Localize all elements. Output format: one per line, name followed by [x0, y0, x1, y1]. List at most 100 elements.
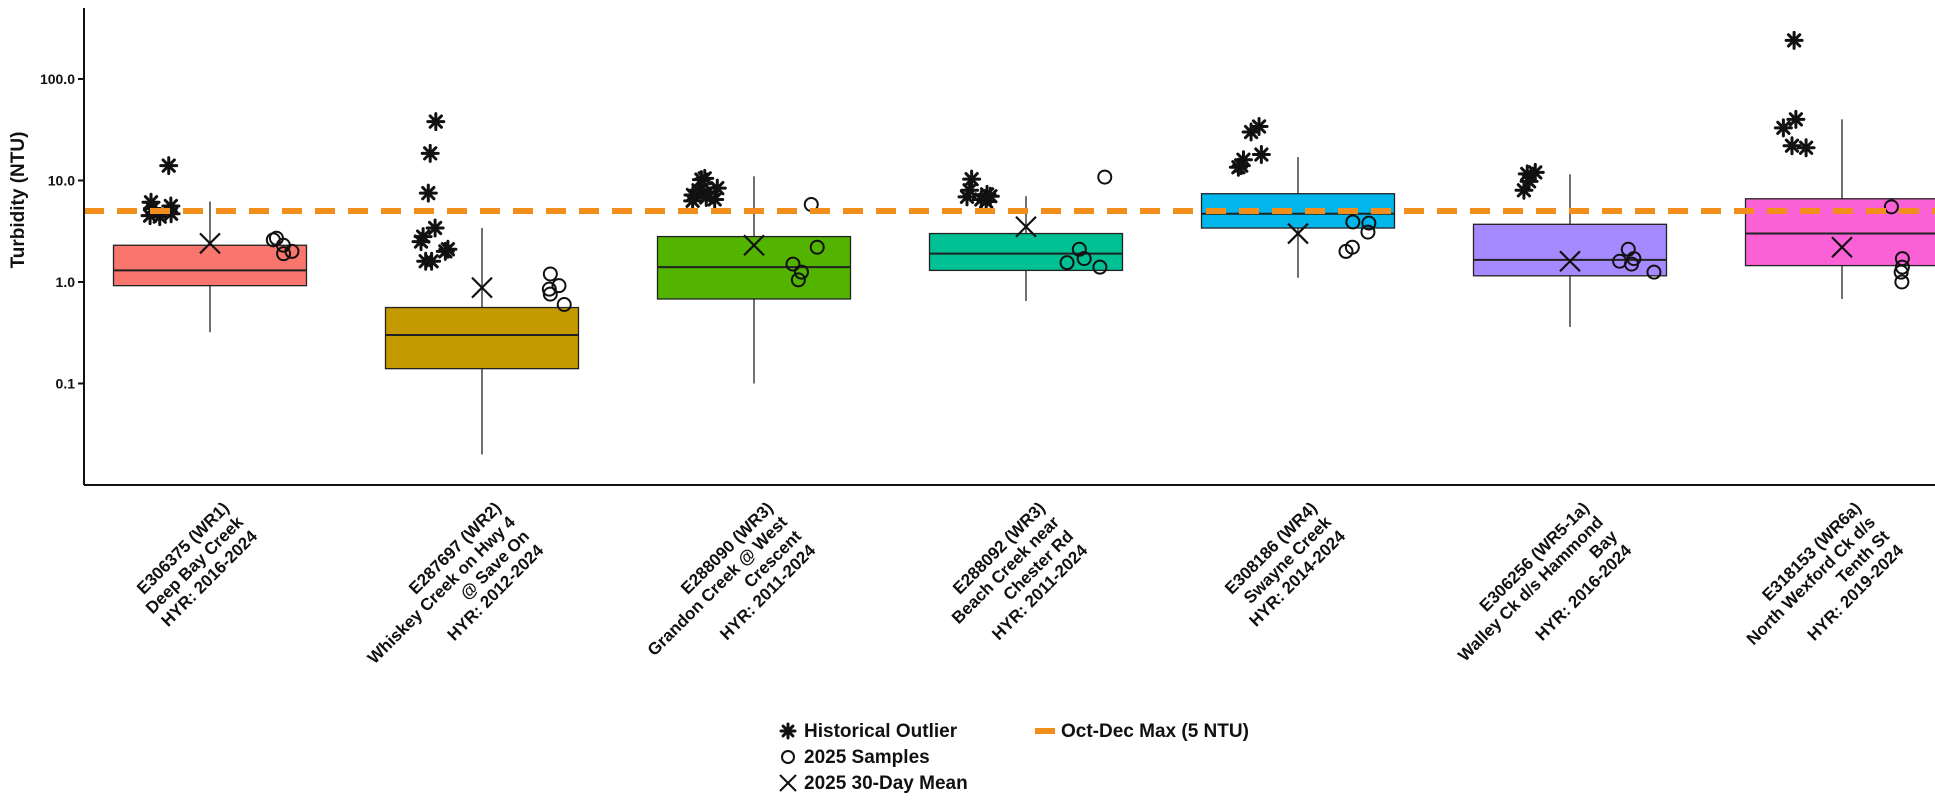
sample-2025-point: [1646, 264, 1662, 280]
sample-2025-point: [542, 266, 558, 282]
historical-outlier-point-stroke: [143, 195, 159, 210]
historical-outlier-point-stroke: [1798, 140, 1814, 155]
historical-outlier-point-stroke: [1784, 138, 1800, 153]
historical-outlier-point-stroke: [964, 172, 979, 187]
legend-asterisk-symbol-stroke: [781, 724, 795, 738]
historical-outlier-point: [426, 112, 446, 132]
historical-outlier-point-stroke: [691, 183, 706, 198]
mean-2025-marker-stroke: [1015, 215, 1037, 238]
sample-2025-point: [551, 278, 567, 294]
sample-2025-point: [1361, 215, 1377, 231]
mean-2025-marker-stroke: [1831, 236, 1853, 258]
sample-2025-point: [1345, 214, 1361, 230]
y-tick-label: 100.0: [40, 71, 75, 87]
historical-outlier-point: [1228, 157, 1248, 177]
historical-outlier-point: [1241, 122, 1261, 142]
mean-2025-marker: [1831, 236, 1853, 258]
historical-outlier-point-stroke: [1528, 165, 1543, 180]
sample-2025-point: [276, 246, 292, 262]
legend-label: Historical Outlier: [804, 721, 958, 742]
legend-circle-symbol: [781, 750, 795, 764]
station-group: [384, 112, 580, 455]
box-iqr: [112, 244, 308, 287]
historical-outlier-point-stroke: [1776, 120, 1791, 135]
historical-outlier-point: [1784, 30, 1804, 50]
legend-item: Historical Outlier: [779, 721, 958, 742]
legend-cross-symbol: [779, 774, 797, 792]
historical-outlier-point-stroke: [161, 158, 176, 173]
sample-2025-point: [1894, 274, 1910, 290]
x-axis-tick-labels: E306375 (WR1)Deep Bay CreekHYR: 2016-202…: [128, 498, 1908, 696]
mean-2025-marker-stroke: [471, 276, 493, 299]
x-tick-label: E288092 (WR3)Beach Creek nearChester RdH…: [934, 498, 1092, 656]
historical-outlier-point-stroke: [1254, 147, 1269, 162]
sample-2025-point: [1071, 241, 1087, 257]
historical-outlier-point: [438, 239, 458, 259]
historical-outlier-point: [1773, 118, 1793, 138]
sample-2025-point: [1626, 251, 1642, 267]
historical-outlier-point: [1525, 162, 1545, 182]
sample-2025-point: [1883, 199, 1899, 215]
historical-outlier-point: [418, 183, 438, 203]
sample-2025-point: [542, 286, 558, 302]
historical-outlier-point: [420, 143, 440, 163]
station-group: [1744, 30, 1935, 299]
y-tick-label: 10.0: [48, 172, 75, 188]
axes: Turbidity (NTU) 0.1 1.0 10.0 100.0: [8, 8, 1935, 486]
legend-cross-symbol-stroke: [779, 774, 797, 792]
historical-outlier-point-stroke: [1788, 112, 1804, 127]
historical-outlier-point: [1786, 109, 1806, 129]
box-iqr: [928, 232, 1124, 272]
mean-2025-marker: [199, 232, 221, 255]
x-tick-label: E287697 (WR2)Whiskey Creek on Hwy 4@ Sav…: [350, 498, 548, 696]
historical-outlier-point-stroke: [1786, 33, 1802, 48]
historical-outlier-point: [696, 187, 716, 207]
historical-outlier-point: [159, 156, 179, 176]
historical-outlier-point-stroke: [421, 185, 436, 201]
mean-2025-marker-stroke: [743, 234, 765, 257]
station-group: [1200, 117, 1396, 278]
mean-2025-marker: [743, 234, 765, 257]
legend-label: Oct-Dec Max (5 NTU): [1061, 721, 1249, 742]
sample-2025-point: [1612, 253, 1628, 269]
x-tick-label: E318153 (WR6a)North Wexford Ck d/sTenth …: [1729, 498, 1908, 677]
sample-2025-point: [1097, 169, 1113, 185]
historical-outlier-point-stroke: [1251, 119, 1267, 134]
legend-item: Oct-Dec Max (5 NTU): [1035, 721, 1249, 742]
historical-outlier-point-stroke: [423, 146, 438, 161]
sample-2025-point: [556, 296, 572, 312]
mean-2025-marker-stroke: [1287, 222, 1309, 245]
station-group: [656, 168, 852, 384]
historical-outlier-point-stroke: [1243, 124, 1259, 140]
historical-outlier-point: [1796, 138, 1816, 158]
sample-2025-point: [1360, 224, 1376, 240]
historical-outlier-point-stroke: [685, 193, 700, 208]
historical-outlier-point-stroke: [424, 254, 439, 269]
historical-outlier-point-stroke: [1516, 183, 1532, 198]
x-tick-label: E288090 (WR3)Grandon Creek @ WestCrescen…: [630, 498, 820, 688]
historical-outlier-point: [962, 169, 982, 189]
historical-outlier-point: [960, 180, 980, 200]
mean-2025-marker: [1559, 250, 1581, 273]
station-group: [928, 169, 1124, 301]
y-tick-label: 1.0: [56, 274, 76, 290]
mean-2025-marker-stroke: [199, 232, 221, 255]
y-tick-label: 0.1: [56, 375, 76, 391]
historical-outlier-point: [422, 251, 442, 271]
historical-outlier-point: [141, 192, 161, 212]
historical-outlier-point: [976, 192, 996, 212]
historical-outlier-point-stroke: [413, 234, 429, 249]
sample-2025-point: [793, 264, 809, 280]
mean-2025-marker-stroke: [1559, 250, 1581, 273]
sample-2025-point: [1092, 259, 1108, 275]
legend-item: 2025 30-Day Mean: [779, 773, 968, 794]
historical-outlier-point: [1251, 145, 1271, 165]
sample-2025-point: [1059, 255, 1075, 271]
sample-2025-point: [1894, 259, 1910, 275]
historical-outlier-point-stroke: [962, 183, 977, 198]
legend-label: 2025 Samples: [804, 747, 930, 768]
x-tick-label: E306375 (WR1)Deep Bay CreekHYR: 2016-202…: [128, 498, 262, 632]
historical-outlier-point-stroke: [427, 220, 443, 236]
historical-outlier-point: [411, 232, 431, 252]
